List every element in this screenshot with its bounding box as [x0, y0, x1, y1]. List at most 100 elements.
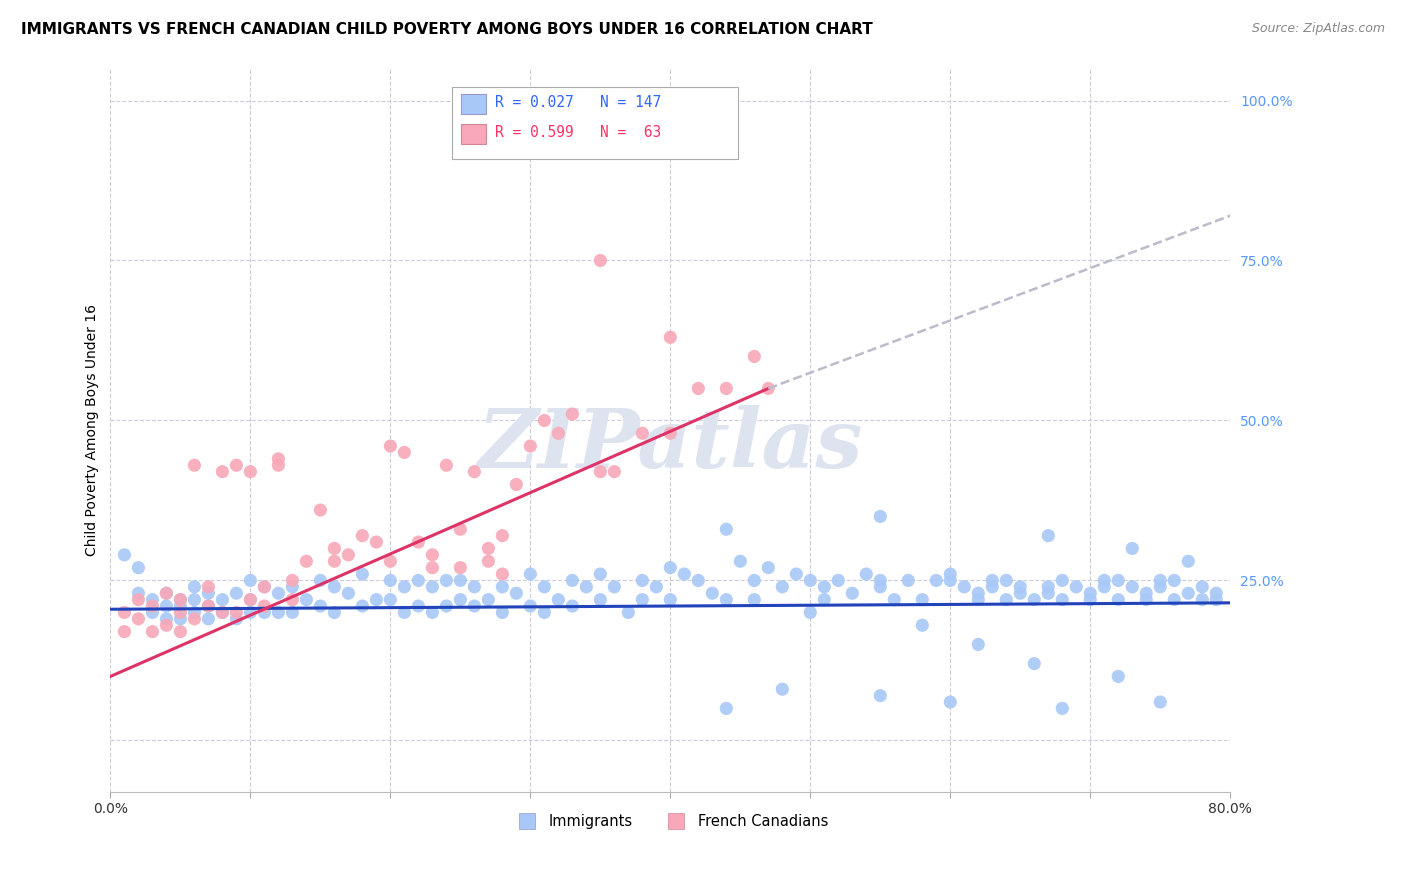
Point: [967, 592, 990, 607]
Point: [323, 606, 346, 620]
Point: [939, 695, 962, 709]
FancyBboxPatch shape: [461, 94, 485, 114]
Point: [309, 503, 332, 517]
Point: [352, 599, 374, 613]
Point: [939, 574, 962, 588]
Point: [770, 580, 793, 594]
Point: [267, 586, 290, 600]
Point: [1135, 586, 1157, 600]
Point: [756, 560, 779, 574]
Point: [1107, 592, 1129, 607]
Point: [1191, 580, 1213, 594]
Point: [911, 592, 934, 607]
Point: [422, 580, 444, 594]
Point: [183, 458, 205, 473]
Point: [785, 567, 807, 582]
Point: [967, 586, 990, 600]
Point: [1092, 580, 1115, 594]
Point: [1191, 592, 1213, 607]
Point: [394, 580, 416, 594]
Point: [589, 567, 612, 582]
Point: [547, 426, 569, 441]
Point: [953, 580, 976, 594]
Point: [519, 567, 541, 582]
Point: [463, 580, 485, 594]
Point: [253, 580, 276, 594]
Point: [380, 574, 402, 588]
Point: [1163, 592, 1185, 607]
Point: [1149, 695, 1171, 709]
Point: [127, 592, 149, 607]
Point: [267, 451, 290, 466]
Point: [239, 592, 262, 607]
Point: [169, 624, 191, 639]
Point: [267, 606, 290, 620]
Point: [1163, 574, 1185, 588]
Point: [1052, 574, 1074, 588]
Point: [1107, 574, 1129, 588]
Point: [603, 465, 626, 479]
Point: [730, 554, 752, 568]
Point: [505, 586, 527, 600]
Point: [1107, 669, 1129, 683]
FancyBboxPatch shape: [451, 87, 738, 159]
Point: [1038, 580, 1060, 594]
Point: [434, 574, 457, 588]
Point: [491, 606, 513, 620]
Point: [939, 567, 962, 582]
Point: [589, 253, 612, 268]
Point: [239, 592, 262, 607]
Point: [1149, 574, 1171, 588]
Point: [981, 574, 1004, 588]
Point: [1205, 592, 1227, 607]
Point: [197, 586, 219, 600]
Point: [533, 606, 555, 620]
Point: [855, 567, 877, 582]
Point: [239, 465, 262, 479]
Legend: Immigrants, French Canadians: Immigrants, French Canadians: [506, 808, 834, 835]
Point: [869, 574, 891, 588]
Point: [519, 439, 541, 453]
Point: [1024, 592, 1046, 607]
Point: [169, 606, 191, 620]
Point: [1177, 586, 1199, 600]
Point: [309, 574, 332, 588]
Point: [183, 580, 205, 594]
Point: [716, 382, 738, 396]
Point: [281, 580, 304, 594]
Point: [323, 580, 346, 594]
Point: [197, 599, 219, 613]
Point: [155, 618, 177, 632]
Point: [756, 382, 779, 396]
Y-axis label: Child Poverty Among Boys Under 16: Child Poverty Among Boys Under 16: [86, 304, 100, 556]
Point: [408, 599, 430, 613]
Point: [183, 606, 205, 620]
Point: [967, 637, 990, 651]
Point: [449, 592, 471, 607]
Point: [1078, 592, 1101, 607]
Point: [169, 612, 191, 626]
Point: [434, 458, 457, 473]
Point: [561, 407, 583, 421]
Point: [841, 586, 863, 600]
Point: [742, 574, 765, 588]
Point: [366, 592, 388, 607]
Point: [337, 548, 360, 562]
Point: [267, 458, 290, 473]
Point: [813, 580, 835, 594]
Point: [995, 574, 1018, 588]
Point: [112, 606, 135, 620]
Point: [477, 554, 499, 568]
Point: [911, 618, 934, 632]
Point: [1052, 701, 1074, 715]
Point: [716, 522, 738, 536]
Point: [197, 580, 219, 594]
Point: [380, 592, 402, 607]
FancyBboxPatch shape: [461, 124, 485, 145]
Point: [394, 445, 416, 459]
Point: [742, 592, 765, 607]
Point: [561, 599, 583, 613]
Point: [561, 574, 583, 588]
Point: [575, 580, 598, 594]
Point: [463, 465, 485, 479]
